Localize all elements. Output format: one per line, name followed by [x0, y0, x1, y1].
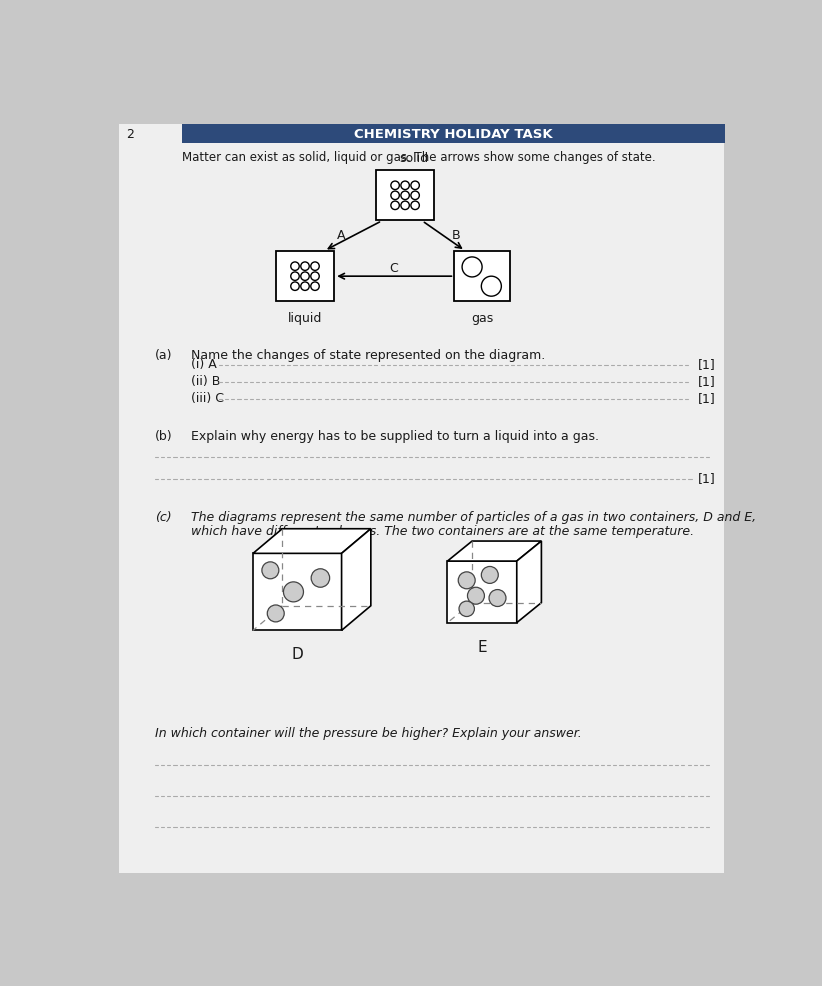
Text: Matter can exist as solid, liquid or gas. The arrows show some changes of state.: Matter can exist as solid, liquid or gas… — [182, 151, 655, 164]
Text: Explain why energy has to be supplied to turn a liquid into a gas.: Explain why energy has to be supplied to… — [191, 430, 599, 443]
Bar — [276, 251, 334, 301]
Text: gas: gas — [471, 312, 493, 324]
Text: solid: solid — [399, 152, 429, 165]
Circle shape — [390, 181, 399, 189]
Circle shape — [301, 272, 309, 280]
Circle shape — [311, 262, 319, 270]
Circle shape — [312, 569, 330, 588]
Text: [1]: [1] — [698, 358, 715, 371]
Circle shape — [401, 201, 409, 210]
Circle shape — [458, 572, 475, 589]
Text: which have different volumes. The two containers are at the same temperature.: which have different volumes. The two co… — [191, 525, 694, 538]
Text: [1]: [1] — [698, 375, 715, 388]
Bar — [376, 171, 434, 220]
Circle shape — [284, 582, 303, 601]
Text: (a): (a) — [155, 349, 173, 362]
Bar — [182, 124, 726, 143]
Text: (iii) C: (iii) C — [191, 392, 224, 405]
Circle shape — [482, 567, 498, 584]
Circle shape — [311, 272, 319, 280]
Circle shape — [401, 181, 409, 189]
Circle shape — [411, 201, 419, 210]
Text: B: B — [451, 230, 460, 243]
Text: 2: 2 — [127, 128, 134, 141]
Circle shape — [411, 181, 419, 189]
Text: A: A — [336, 230, 345, 243]
Text: [1]: [1] — [698, 472, 715, 485]
Polygon shape — [447, 561, 517, 623]
Circle shape — [401, 191, 409, 199]
Circle shape — [262, 562, 279, 579]
Circle shape — [301, 282, 309, 291]
Text: (ii) B: (ii) B — [191, 375, 220, 388]
Text: C: C — [389, 262, 398, 275]
Text: liquid: liquid — [288, 312, 322, 324]
Text: E: E — [478, 640, 487, 655]
Polygon shape — [447, 541, 542, 561]
Text: D: D — [292, 648, 303, 663]
Circle shape — [489, 590, 506, 606]
Circle shape — [468, 588, 484, 604]
Circle shape — [291, 272, 299, 280]
Polygon shape — [342, 528, 371, 630]
Polygon shape — [517, 541, 542, 623]
Circle shape — [390, 201, 399, 210]
Bar — [455, 251, 510, 301]
Text: [1]: [1] — [698, 392, 715, 405]
Circle shape — [291, 282, 299, 291]
Circle shape — [301, 262, 309, 270]
Text: In which container will the pressure be higher? Explain your answer.: In which container will the pressure be … — [155, 727, 582, 740]
Text: (i) A: (i) A — [191, 358, 217, 371]
Text: (b): (b) — [155, 430, 173, 443]
Circle shape — [411, 191, 419, 199]
Circle shape — [390, 191, 399, 199]
Text: Name the changes of state represented on the diagram.: Name the changes of state represented on… — [191, 349, 545, 362]
Circle shape — [459, 601, 474, 616]
Text: CHEMISTRY HOLIDAY TASK: CHEMISTRY HOLIDAY TASK — [354, 128, 553, 141]
Circle shape — [462, 257, 483, 277]
Polygon shape — [253, 553, 342, 630]
Text: The diagrams represent the same number of particles of a gas in two containers, : The diagrams represent the same number o… — [191, 511, 756, 524]
Text: (c): (c) — [155, 511, 172, 524]
Circle shape — [482, 276, 501, 296]
Circle shape — [267, 605, 284, 622]
Polygon shape — [253, 528, 371, 553]
Circle shape — [291, 262, 299, 270]
Circle shape — [311, 282, 319, 291]
